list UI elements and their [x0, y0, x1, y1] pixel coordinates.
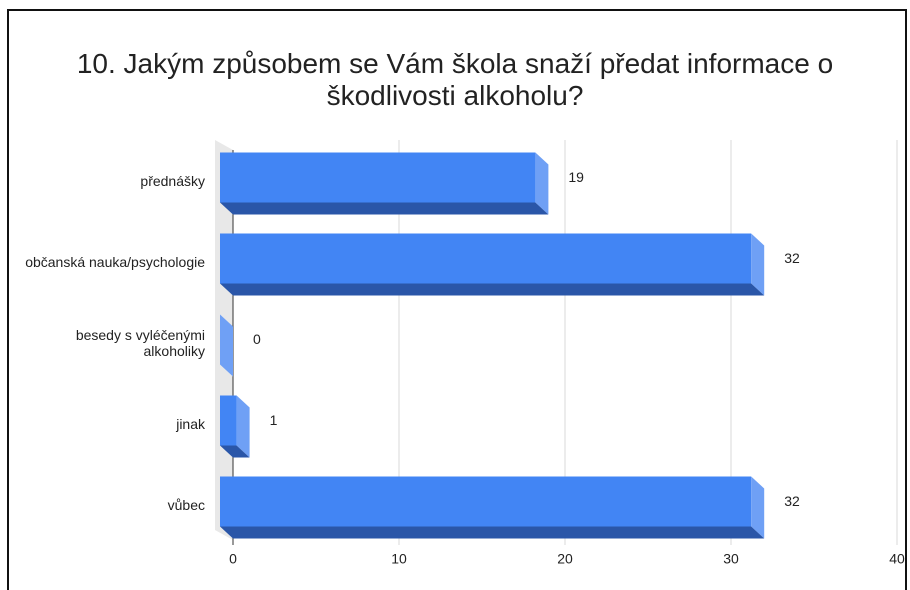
- value-label: 32: [784, 250, 800, 266]
- chart-title: 10. Jakým způsobem se Vám škola snaží př…: [76, 48, 834, 111]
- x-tick-label: 10: [391, 551, 407, 567]
- bar-side: [535, 152, 549, 215]
- y-tick-label: besedy s vyléčenými alkoholiky: [75, 326, 205, 359]
- bar-bottom: [220, 445, 250, 458]
- bar: [220, 233, 752, 284]
- y-tick-label: jinak: [176, 415, 205, 432]
- bar-side: [751, 233, 765, 296]
- bar: [220, 152, 536, 203]
- x-tick-label: 40: [889, 551, 905, 567]
- bar-bottom: [220, 526, 765, 539]
- bar-bottom: [220, 283, 765, 296]
- value-label: 19: [568, 169, 584, 185]
- y-tick-label: vůbec: [167, 496, 205, 513]
- x-tick-label: 20: [557, 551, 573, 567]
- x-tick-label: 0: [229, 551, 237, 567]
- bar-side: [220, 314, 233, 377]
- value-label: 1: [270, 412, 278, 428]
- bar-bottom: [220, 202, 549, 215]
- bar: [220, 476, 752, 527]
- y-tick-label: přednášky: [140, 172, 205, 189]
- x-tick-label: 30: [723, 551, 739, 567]
- bar-side: [751, 476, 765, 539]
- frame-border: [7, 9, 907, 590]
- value-label: 0: [253, 331, 261, 347]
- bar-side: [236, 395, 250, 458]
- value-label: 32: [784, 493, 800, 509]
- bar: [220, 395, 237, 446]
- y-tick-label: občanská nauka/psychologie: [25, 253, 205, 270]
